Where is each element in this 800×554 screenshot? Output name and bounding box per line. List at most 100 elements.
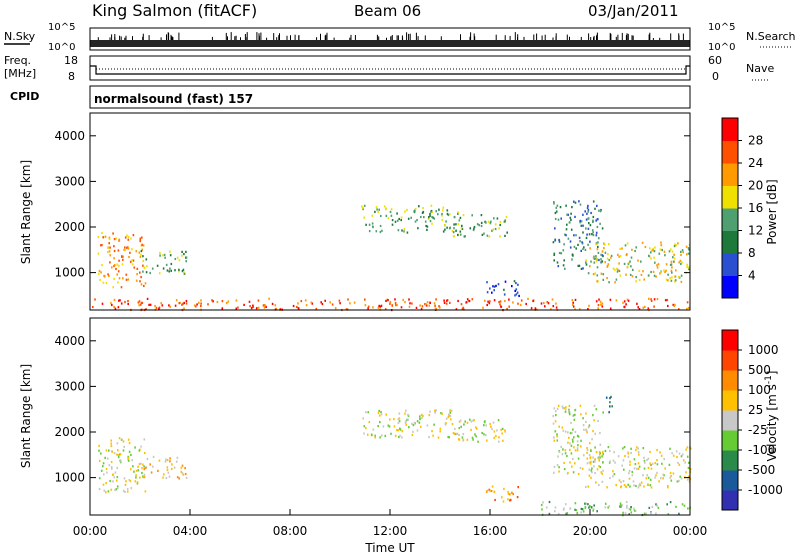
heatmap-cell xyxy=(425,224,427,228)
heatmap-cell xyxy=(648,274,650,277)
heatmap-cell xyxy=(428,304,431,307)
heatmap-cell xyxy=(578,200,580,203)
nave-tick-bottom: 0 xyxy=(712,70,719,83)
heatmap-cell xyxy=(571,206,573,209)
heatmap-cell xyxy=(397,418,400,421)
velocity-data xyxy=(98,395,692,517)
heatmap-cell xyxy=(551,298,554,301)
heatmap-cell xyxy=(329,301,331,304)
heatmap-cell xyxy=(181,464,184,467)
heatmap-cell xyxy=(506,231,508,234)
heatmap-cell xyxy=(627,455,630,458)
heatmap-cell xyxy=(389,302,391,305)
heatmap-cell xyxy=(413,421,416,424)
heatmap-cell xyxy=(127,459,130,462)
heatmap-cell xyxy=(367,307,369,310)
heatmap-cell xyxy=(585,412,587,415)
heatmap-cell xyxy=(593,465,595,468)
heatmap-cell xyxy=(494,227,497,231)
heatmap-cell xyxy=(594,460,596,463)
heatmap-cell xyxy=(459,216,462,219)
heatmap-cell xyxy=(635,280,637,283)
heatmap-cell xyxy=(633,507,635,510)
heatmap-cell xyxy=(183,272,186,275)
heatmap-cell xyxy=(110,466,113,469)
heatmap-cell xyxy=(642,474,644,477)
heatmap-cell xyxy=(365,427,367,430)
heatmap-cell xyxy=(117,270,120,273)
heatmap-cell xyxy=(493,217,495,220)
heatmap-cell xyxy=(165,477,168,480)
heatmap-cell xyxy=(650,249,653,252)
heatmap-cell xyxy=(176,476,179,479)
heatmap-cell xyxy=(667,486,669,489)
heatmap-cell xyxy=(577,472,580,476)
freq-unit-label: [MHz] xyxy=(4,67,36,80)
heatmap-cell xyxy=(596,468,599,471)
heatmap-cell xyxy=(142,264,144,267)
heatmap-cell xyxy=(110,445,113,448)
colorbar-band xyxy=(722,185,738,209)
heatmap-cell xyxy=(127,456,130,459)
heatmap-cell xyxy=(663,269,665,272)
heatmap-cell xyxy=(527,297,529,300)
heatmap-cell xyxy=(626,506,628,509)
nsky-trace xyxy=(90,40,690,47)
heatmap-cell xyxy=(595,481,597,484)
heatmap-cell xyxy=(438,208,440,211)
heatmap-cell xyxy=(606,486,608,489)
heatmap-cell xyxy=(557,218,560,221)
heatmap-cell xyxy=(614,461,616,464)
heatmap-cell xyxy=(104,456,106,459)
heatmap-cell xyxy=(398,412,401,415)
heatmap-cell xyxy=(541,508,543,511)
heatmap-cell xyxy=(633,458,636,461)
heatmap-cell xyxy=(577,243,579,246)
x-tick-label: 16:00 xyxy=(473,524,508,538)
heatmap-cell xyxy=(568,404,571,407)
heatmap-cell xyxy=(185,299,188,303)
heatmap-cell xyxy=(304,299,307,302)
heatmap-cell xyxy=(520,299,523,302)
heatmap-cell xyxy=(171,463,173,466)
freq-tick-top: 18 xyxy=(64,54,78,67)
heatmap-cell xyxy=(485,221,487,224)
heatmap-cell xyxy=(594,471,596,475)
heatmap-cell xyxy=(379,421,381,424)
heatmap-cell xyxy=(112,232,114,235)
heatmap-cell xyxy=(613,451,615,454)
heatmap-cell xyxy=(585,263,588,266)
heatmap-cell xyxy=(420,215,422,219)
velocity-cbar-label: Velocity [m s-1] xyxy=(764,371,779,462)
heatmap-cell xyxy=(377,306,380,309)
heatmap-cell xyxy=(635,276,637,279)
heatmap-cell xyxy=(649,462,651,465)
heatmap-cell xyxy=(678,463,681,466)
heatmap-cell xyxy=(588,474,591,477)
heatmap-cell xyxy=(687,478,689,481)
heatmap-cell xyxy=(489,287,491,290)
heatmap-cell xyxy=(652,270,655,273)
heatmap-cell xyxy=(101,302,104,305)
heatmap-cell xyxy=(651,462,654,465)
heatmap-cell xyxy=(116,263,118,266)
heatmap-cell xyxy=(449,411,452,414)
heatmap-cell xyxy=(216,300,219,304)
heatmap-cell xyxy=(185,250,187,253)
heatmap-cell xyxy=(126,490,129,493)
heatmap-cell xyxy=(120,460,122,463)
heatmap-cell xyxy=(582,224,584,227)
heatmap-cell xyxy=(384,434,387,437)
heatmap-cell xyxy=(678,275,680,279)
heatmap-cell xyxy=(640,260,642,263)
heatmap-cell xyxy=(628,261,631,264)
heatmap-cell xyxy=(566,223,568,226)
heatmap-cell xyxy=(557,404,560,407)
heatmap-cell xyxy=(493,289,495,292)
heatmap-cell xyxy=(563,243,565,246)
heatmap-cell xyxy=(643,456,645,459)
heatmap-cell xyxy=(143,266,146,269)
heatmap-cell xyxy=(607,446,610,449)
heatmap-cell xyxy=(428,216,430,219)
